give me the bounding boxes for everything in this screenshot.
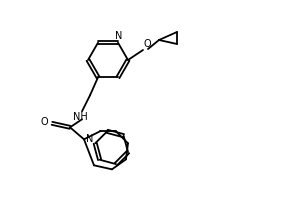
Text: NH: NH (73, 112, 87, 122)
Text: N: N (86, 134, 93, 144)
Text: N: N (115, 31, 123, 41)
Text: O: O (144, 39, 152, 49)
Text: O: O (40, 117, 48, 127)
